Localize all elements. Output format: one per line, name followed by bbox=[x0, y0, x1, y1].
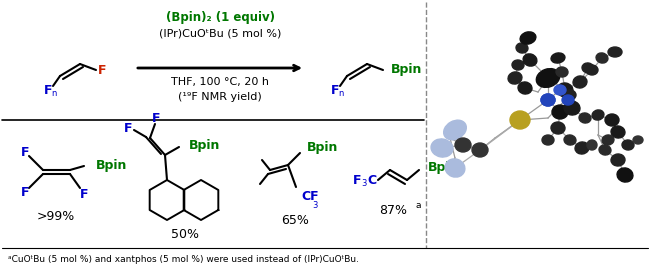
Text: Bpin: Bpin bbox=[307, 141, 339, 154]
Ellipse shape bbox=[587, 140, 597, 150]
Ellipse shape bbox=[552, 105, 568, 119]
Text: n: n bbox=[51, 90, 57, 98]
Ellipse shape bbox=[564, 101, 580, 115]
Text: Bpin: Bpin bbox=[391, 62, 423, 76]
Text: F: F bbox=[353, 174, 361, 186]
Text: (IPr)CuOᵗBu (5 mol %): (IPr)CuOᵗBu (5 mol %) bbox=[159, 29, 281, 39]
Text: 65%: 65% bbox=[281, 214, 309, 226]
Ellipse shape bbox=[518, 82, 532, 94]
Ellipse shape bbox=[516, 43, 528, 53]
Text: Bpin: Bpin bbox=[189, 139, 221, 151]
Text: F: F bbox=[440, 143, 444, 153]
Text: Bpin: Bpin bbox=[96, 160, 127, 172]
Ellipse shape bbox=[554, 85, 566, 95]
Text: 3: 3 bbox=[361, 179, 367, 187]
Text: F: F bbox=[151, 111, 161, 125]
Ellipse shape bbox=[551, 122, 565, 134]
Ellipse shape bbox=[508, 72, 522, 84]
Ellipse shape bbox=[455, 138, 471, 152]
Ellipse shape bbox=[592, 110, 604, 120]
Ellipse shape bbox=[512, 60, 524, 70]
Text: F: F bbox=[44, 83, 52, 97]
Text: F: F bbox=[453, 126, 457, 134]
Text: F: F bbox=[21, 146, 29, 158]
Ellipse shape bbox=[472, 143, 488, 157]
Ellipse shape bbox=[431, 139, 453, 157]
Ellipse shape bbox=[564, 90, 576, 100]
Ellipse shape bbox=[611, 154, 625, 166]
Ellipse shape bbox=[582, 63, 594, 73]
Text: F: F bbox=[453, 164, 457, 172]
Ellipse shape bbox=[523, 54, 537, 66]
Text: C: C bbox=[460, 140, 465, 150]
Ellipse shape bbox=[599, 145, 611, 155]
Text: 87%: 87% bbox=[379, 204, 407, 217]
Ellipse shape bbox=[541, 94, 555, 106]
Text: 3: 3 bbox=[312, 201, 318, 210]
Ellipse shape bbox=[622, 140, 634, 150]
Text: CF: CF bbox=[301, 190, 318, 204]
Text: C: C bbox=[477, 146, 482, 154]
Ellipse shape bbox=[608, 47, 622, 57]
Text: >99%: >99% bbox=[37, 211, 75, 224]
Text: 50%: 50% bbox=[171, 228, 199, 242]
Ellipse shape bbox=[520, 32, 536, 44]
Ellipse shape bbox=[536, 69, 560, 87]
Text: C: C bbox=[367, 174, 376, 186]
Ellipse shape bbox=[556, 67, 568, 77]
Ellipse shape bbox=[541, 94, 555, 106]
Text: Bpin: Bpin bbox=[428, 161, 460, 175]
Text: (¹⁹F NMR yield): (¹⁹F NMR yield) bbox=[178, 92, 262, 102]
Ellipse shape bbox=[605, 114, 619, 126]
Ellipse shape bbox=[579, 113, 591, 123]
Ellipse shape bbox=[586, 65, 598, 75]
Ellipse shape bbox=[602, 135, 614, 145]
Text: a: a bbox=[415, 201, 421, 211]
Ellipse shape bbox=[564, 135, 576, 145]
Ellipse shape bbox=[617, 168, 633, 182]
Ellipse shape bbox=[573, 76, 587, 88]
Ellipse shape bbox=[510, 111, 530, 129]
Text: F: F bbox=[124, 122, 132, 134]
Text: ᵃCuOᵗBu (5 mol %) and xantphos (5 mol %) were used instead of (IPr)CuOᵗBu.: ᵃCuOᵗBu (5 mol %) and xantphos (5 mol %)… bbox=[8, 254, 359, 264]
Text: THF, 100 °C, 20 h: THF, 100 °C, 20 h bbox=[171, 77, 269, 87]
Ellipse shape bbox=[633, 136, 643, 144]
Ellipse shape bbox=[445, 159, 465, 177]
Ellipse shape bbox=[444, 120, 466, 140]
Ellipse shape bbox=[562, 95, 574, 105]
Text: (Bpin)₂ (1 equiv): (Bpin)₂ (1 equiv) bbox=[166, 12, 274, 24]
Text: Cu: Cu bbox=[515, 115, 529, 125]
Ellipse shape bbox=[596, 53, 608, 63]
Ellipse shape bbox=[575, 142, 589, 154]
Text: F: F bbox=[331, 83, 339, 97]
Text: F: F bbox=[80, 187, 88, 200]
Ellipse shape bbox=[551, 53, 565, 63]
Ellipse shape bbox=[611, 126, 625, 138]
Ellipse shape bbox=[542, 135, 554, 145]
Text: F: F bbox=[21, 186, 29, 199]
Ellipse shape bbox=[557, 83, 573, 97]
Text: n: n bbox=[338, 90, 344, 98]
Text: F: F bbox=[98, 63, 106, 76]
